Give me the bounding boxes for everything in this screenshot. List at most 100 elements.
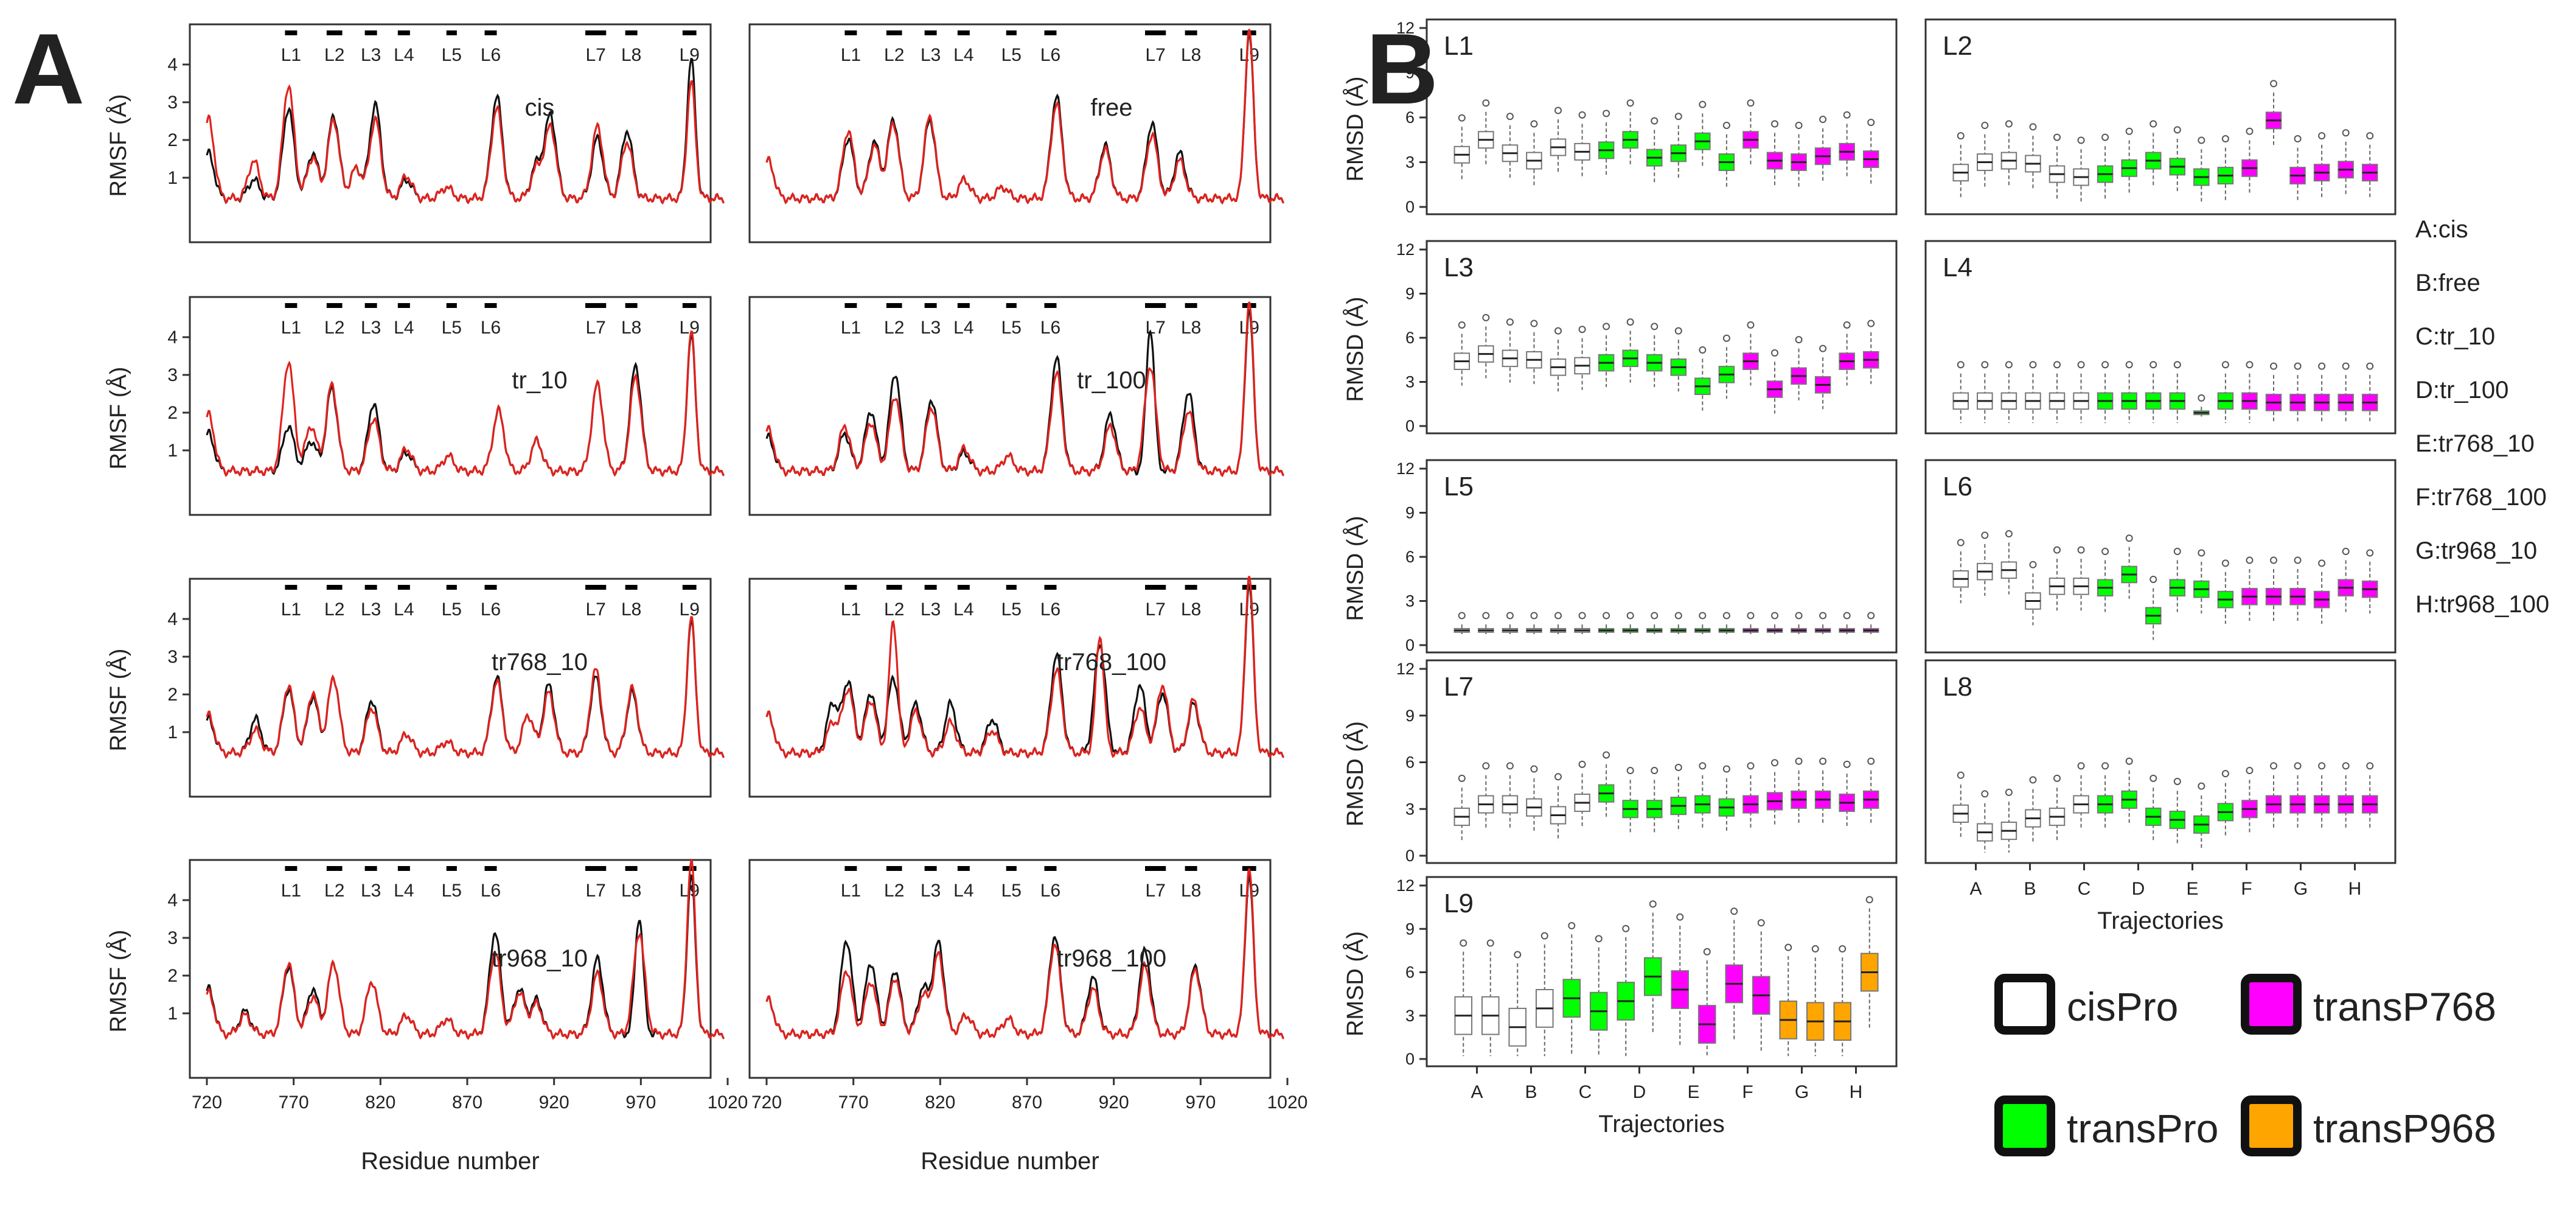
- loop-bar-L8: [625, 303, 638, 308]
- box-outlier: [1722, 612, 1730, 620]
- loop-bar-L8: [1185, 30, 1197, 35]
- box-outlier: [1460, 939, 1467, 947]
- box-outlier: [1603, 110, 1610, 117]
- loop-bar-L8: [625, 585, 638, 590]
- y-tick-label: 2: [167, 403, 178, 423]
- y-tick-label: 3: [167, 647, 178, 667]
- loop-bar-L5: [1006, 303, 1017, 308]
- box-outlier: [1651, 767, 1659, 775]
- rmsd-frame: [1924, 659, 2397, 864]
- rmsd-y-tick-label: 3: [1405, 1007, 1415, 1025]
- box-outlier: [1674, 612, 1682, 620]
- rmsd-x-tick-label: H: [1850, 1082, 1863, 1102]
- loop-bar-L6: [1044, 30, 1057, 35]
- x-tick-label: 870: [1012, 1092, 1042, 1113]
- box-outlier: [1603, 612, 1610, 620]
- loop-label-L8: L8: [621, 599, 641, 620]
- loop-label-L3: L3: [361, 599, 381, 620]
- loop-bar-L5: [446, 30, 457, 35]
- rmsd-x-axis-label: Trajectories: [1598, 1111, 1724, 1137]
- group-legend-label-transP968: transP968: [2313, 1106, 2496, 1151]
- rmsd-x-tick-label: G: [2294, 879, 2308, 899]
- box-outlier: [2366, 132, 2374, 140]
- rmsf-frame: [748, 296, 1272, 516]
- rmsf-frame: [189, 296, 712, 516]
- loop-bar-L4: [397, 585, 410, 590]
- rmsf-subplot-name: tr768_100: [1057, 649, 1166, 676]
- loop-bar-L6: [484, 866, 497, 871]
- box-outlier: [1674, 763, 1682, 771]
- rmsd-y-tick-label: 6: [1405, 548, 1415, 566]
- box-outlier: [2198, 394, 2205, 402]
- box-outlier: [1651, 323, 1659, 330]
- loop-label-L8: L8: [1181, 881, 1201, 901]
- loop-bar-L4: [397, 303, 410, 308]
- rmsf-subplot-name: free: [1091, 94, 1133, 121]
- rmsf-frame: [189, 859, 712, 1079]
- box-outlier: [1730, 907, 1738, 915]
- box-outlier: [1674, 113, 1682, 121]
- box-outlier: [1603, 323, 1610, 330]
- box-outlier: [2246, 767, 2254, 775]
- rmsd-y-tick-label: 12: [1396, 240, 1415, 259]
- loop-label-L2: L2: [884, 45, 904, 65]
- rmsf-subplot-free: L1 L2 L3 L4 L5 L6 L7 L8 L9 free: [748, 23, 1284, 243]
- loop-label-L6: L6: [481, 318, 501, 338]
- loop-label-L2: L2: [884, 881, 904, 901]
- loop-label-L9: L9: [1239, 45, 1259, 65]
- box-outlier: [1784, 943, 1792, 951]
- box-outlier: [1530, 765, 1538, 773]
- x-tick-label: 870: [452, 1092, 482, 1113]
- box-outlier: [2005, 120, 2013, 128]
- rmsf-subplot-tr768_10: L1 L2 L3 L4 L5 L6 L7 L8 L9 tr768_10 1 2 3 4 RMSF (Å): [105, 578, 725, 798]
- box-outlier: [2198, 782, 2205, 790]
- loop-label-L5: L5: [1001, 881, 1022, 901]
- rmsd-y-tick-label: 3: [1405, 592, 1415, 610]
- rmsd-y-tick-label: 0: [1405, 417, 1415, 435]
- y-tick-label: 4: [167, 609, 178, 629]
- loop-bar-L2: [886, 866, 902, 871]
- loop-label-L3: L3: [361, 881, 381, 901]
- box-outlier: [1554, 612, 1562, 620]
- loop-bar-L3: [924, 30, 937, 35]
- box-outlier: [1957, 771, 1965, 779]
- loop-label-L5: L5: [1001, 599, 1022, 620]
- box-outlier: [1771, 612, 1778, 620]
- rmsd-subplot-L5: L5 0 3 6 9 12 RMSD (Å): [1342, 459, 1898, 654]
- box-outlier: [2125, 534, 2133, 542]
- loop-label-L2: L2: [884, 318, 904, 338]
- rmsf-subplot-tr_10: L1 L2 L3 L4 L5 L6 L7 L8 L9 tr_10 1 2 3 4 RMSF (Å): [105, 296, 725, 516]
- loop-bar-L4: [397, 866, 410, 871]
- box-outlier: [1795, 121, 1803, 129]
- loop-bar-L1: [844, 30, 857, 35]
- loop-label-L2: L2: [324, 599, 344, 620]
- loop-label-L6: L6: [481, 881, 501, 901]
- loop-label-L8: L8: [1181, 45, 1201, 65]
- box-outlier: [1722, 765, 1730, 773]
- group-legend-swatch-transP768: [2241, 974, 2302, 1035]
- loop-bar-L1: [285, 585, 298, 590]
- loop-bar-L2: [326, 303, 343, 308]
- box-outlier: [2101, 133, 2109, 141]
- loop-label-L7: L7: [1145, 599, 1165, 620]
- rmsd-frame: [1426, 659, 1898, 864]
- box-outlier: [1867, 119, 1875, 127]
- x-tick-label: 820: [365, 1092, 395, 1113]
- x-tick-label: 720: [751, 1092, 782, 1113]
- loop-label-L2: L2: [884, 599, 904, 620]
- rmsd-subplot-name: L5: [1444, 472, 1474, 501]
- box-outlier: [1981, 790, 1989, 798]
- loop-label-L9: L9: [680, 45, 700, 65]
- loop-label-L4: L4: [394, 599, 414, 620]
- loop-bar-L2: [886, 30, 902, 35]
- loop-label-L8: L8: [1181, 599, 1201, 620]
- box-outlier: [1843, 612, 1851, 620]
- y-tick-label: 1: [167, 168, 178, 188]
- rmsf-y-axis-label: RMSF (Å): [105, 649, 131, 752]
- loop-label-L4: L4: [953, 881, 973, 901]
- box-outlier: [2221, 770, 2229, 778]
- x-tick-label: 1020: [1267, 1092, 1308, 1113]
- box-outlier: [1540, 932, 1548, 940]
- loop-label-L9: L9: [1239, 599, 1259, 620]
- box-outlier: [2125, 127, 2133, 135]
